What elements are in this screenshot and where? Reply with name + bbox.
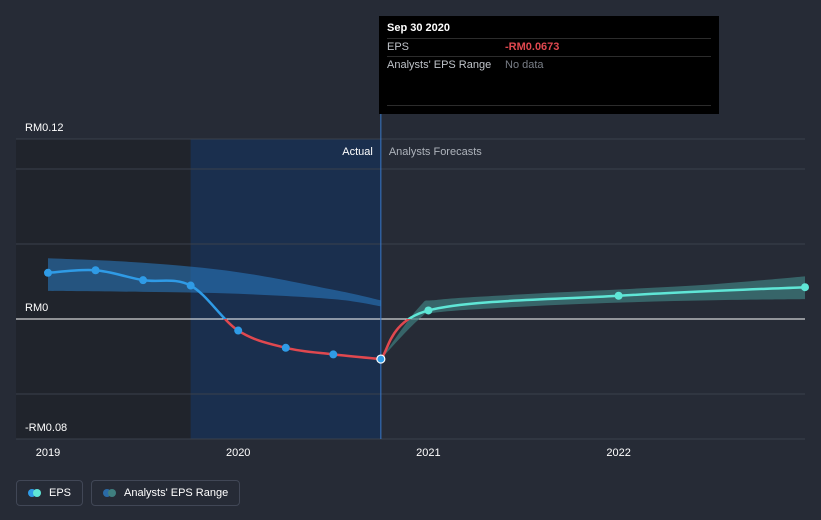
legend-range-label: Analysts' EPS Range [124, 487, 229, 499]
tooltip-range-label: Analysts' EPS Range [387, 59, 492, 71]
axis-labels: RM0.12 RM0 -RM0.08 2019 2020 2021 2022 Actual An… [25, 122, 631, 459]
region-label-forecast: Analysts Forecasts [389, 146, 482, 158]
grid-lines [16, 114, 805, 440]
y-label-top: RM0.12 [25, 122, 64, 134]
tooltip-eps-value: -RM0.0673 [505, 41, 560, 53]
y-label-zero: RM0 [25, 302, 48, 314]
eps-forecast-point [424, 306, 433, 315]
eps-point [329, 350, 338, 359]
eps-point [44, 268, 52, 277]
range-band-past [48, 258, 381, 307]
x-tick-label: 2019 [36, 447, 60, 459]
tooltip-eps-row: EPS -RM0.0673 [387, 38, 711, 56]
range-bands [48, 258, 805, 360]
tooltip-range-row: Analysts' EPS Range No data [387, 56, 711, 74]
tooltip-range-value: No data [505, 59, 544, 71]
eps-point [186, 281, 195, 290]
tooltip-date: Sep 30 2020 [387, 22, 450, 34]
x-tick-label: 2020 [226, 447, 250, 459]
eps-forecast-point [801, 283, 809, 292]
tooltip-eps-label: EPS [387, 41, 410, 53]
eps-swatch-icon [28, 489, 42, 497]
tooltip: Sep 30 2020 EPS -RM0.0673 Analysts' EPS … [379, 16, 719, 114]
eps-point [376, 354, 386, 364]
eps-points [44, 266, 809, 364]
eps-point [139, 276, 148, 285]
legend: EPS Analysts' EPS Range [16, 480, 241, 506]
eps-actual-line [46, 268, 383, 361]
region-label-actual: Actual [342, 146, 373, 158]
range-swatch-icon [103, 489, 117, 497]
eps-point [234, 326, 243, 335]
x-tick-label: 2022 [606, 447, 630, 459]
eps-point [281, 343, 290, 352]
eps-forecast-line [379, 285, 807, 361]
tooltip-divider [387, 105, 711, 106]
legend-eps-label: EPS [49, 487, 72, 499]
eps-forecast-point [614, 291, 623, 300]
legend-range[interactable]: Analysts' EPS Range [91, 480, 241, 506]
x-tick-label: 2021 [416, 447, 440, 459]
y-label-bottom: -RM0.08 [25, 422, 67, 434]
legend-eps[interactable]: EPS [16, 480, 84, 506]
eps-lines [46, 268, 807, 361]
eps-point [91, 266, 100, 275]
range-band-forecast [380, 276, 805, 360]
